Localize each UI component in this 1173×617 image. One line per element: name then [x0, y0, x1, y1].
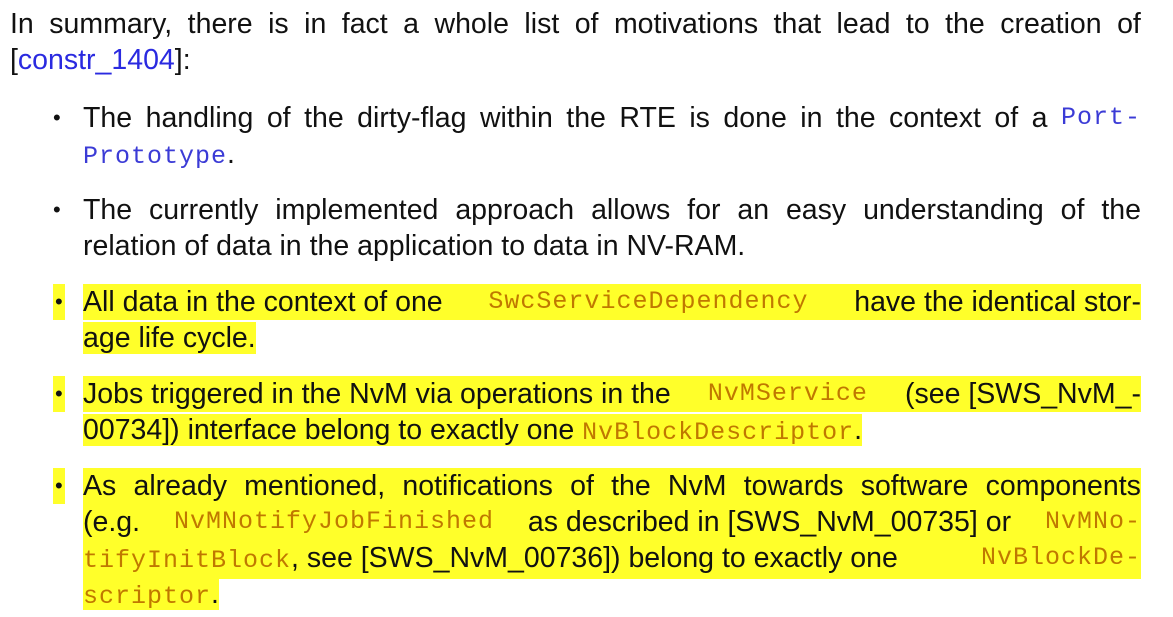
word: the — [304, 102, 344, 134]
word: the — [611, 470, 651, 502]
bullet-5: • — [53, 468, 65, 504]
word: In — [10, 8, 34, 40]
item-5-line-2: (e.g. NvMNotifyJobFinished as described … — [83, 504, 1141, 540]
code-nvm-notify-init-block-part1: NvMNo- — [1044, 507, 1141, 536]
bullet-2: • — [53, 197, 61, 222]
word: towards — [743, 470, 844, 502]
word: in — [800, 102, 823, 134]
word: The — [83, 102, 133, 134]
word: mentioned, — [244, 470, 386, 502]
word: The — [83, 194, 133, 226]
word: the — [945, 8, 985, 40]
word: for — [687, 194, 721, 226]
code-port-prototype: Prototype — [83, 142, 228, 171]
word: of — [266, 102, 291, 134]
word: software — [860, 470, 969, 502]
word: already — [133, 470, 227, 502]
item-5-line-1: As already mentioned, notifications of the NvM… — [83, 468, 1141, 504]
word: As — [83, 470, 117, 502]
code-nv-block-descriptor-part1: NvBlockDe- — [980, 543, 1141, 572]
word: approach — [455, 194, 575, 226]
word: of — [994, 102, 1019, 134]
word: there — [187, 8, 253, 40]
word: an — [737, 194, 770, 226]
word: of — [1060, 194, 1085, 226]
word: whole — [434, 8, 509, 40]
word: notifications — [402, 470, 553, 502]
item-4-line-2: 00734]) interface belong to exactly one … — [83, 414, 863, 447]
word: understanding — [863, 194, 1044, 226]
code-nv-block-descriptor-part2: scriptor — [83, 582, 212, 611]
word: is — [689, 102, 710, 134]
item-3-line-1: All data in the context of one SwcServic… — [83, 284, 1141, 320]
bullet-1: • — [53, 105, 61, 130]
word: of — [1117, 8, 1141, 40]
bullet-3: • — [53, 284, 65, 320]
citation-close-bracket: ]: — [174, 44, 191, 76]
bullet-4: • — [53, 376, 65, 412]
word: the — [1101, 194, 1141, 226]
word: motivations — [613, 8, 759, 40]
word: to — [905, 8, 930, 40]
item-2-line-1: The currently implemented approach allows for… — [83, 192, 1141, 228]
word: RTE — [619, 102, 676, 134]
word: lead — [836, 8, 891, 40]
word: the — [566, 102, 606, 134]
word: creation — [1000, 8, 1102, 40]
item-5-line-3: tifyInitBlock, see [SWS_NvM_00736]) belo… — [83, 540, 1141, 579]
item-4-line-1: Jobs triggered in the NvM via operations… — [83, 376, 1141, 412]
word: handling — [145, 102, 254, 134]
word: currently — [149, 194, 259, 226]
word: list — [524, 8, 560, 40]
word: that — [773, 8, 822, 40]
word: NvM — [667, 470, 727, 502]
word: easy — [785, 194, 847, 226]
word: in — [304, 8, 327, 40]
item-1-line-1: The handling of the dirty-flag within the RTE is… — [83, 100, 1141, 136]
word: components — [985, 470, 1141, 502]
intro-line-2: [constr_1404]: — [10, 42, 1173, 78]
word: implemented — [275, 194, 439, 226]
word: allows — [591, 194, 671, 226]
item-1-line-2: Prototype. — [83, 138, 235, 171]
code-nvm-service: NvMService — [707, 379, 868, 408]
word: a — [403, 8, 420, 40]
word: summary, — [49, 8, 173, 40]
citation-open-bracket: [ — [10, 44, 18, 76]
word: context — [889, 102, 981, 134]
item-2-line-2: relation of data in the application to d… — [83, 230, 746, 262]
word: the — [835, 102, 876, 134]
word: done — [723, 102, 787, 134]
code-port-prototype-part1: Port- — [1060, 103, 1141, 132]
code-swc-service-dependency: SwcServiceDependency — [488, 287, 809, 316]
word: of — [574, 8, 599, 40]
code-nv-block-descriptor: NvBlockDescriptor — [582, 418, 855, 447]
word: a — [1031, 102, 1048, 134]
item-5-line-4: scriptor. — [83, 578, 219, 611]
code-nvm-notify-init-block-part2: tifyInitBlock — [83, 546, 292, 575]
word: dirty-flag — [357, 102, 467, 134]
code-nvm-notify-job-finished: NvMNotifyJobFinished — [173, 507, 494, 536]
word: within — [479, 102, 553, 134]
word: of — [570, 470, 594, 502]
word: fact — [341, 8, 388, 40]
citation-link-constr-1404[interactable]: constr_1404 — [17, 44, 175, 76]
intro-line-1: In summary, there is in fact a whole list of motiv… — [10, 6, 1141, 42]
item-3-line-2: age life cycle. — [83, 322, 256, 354]
word: is — [268, 8, 289, 40]
